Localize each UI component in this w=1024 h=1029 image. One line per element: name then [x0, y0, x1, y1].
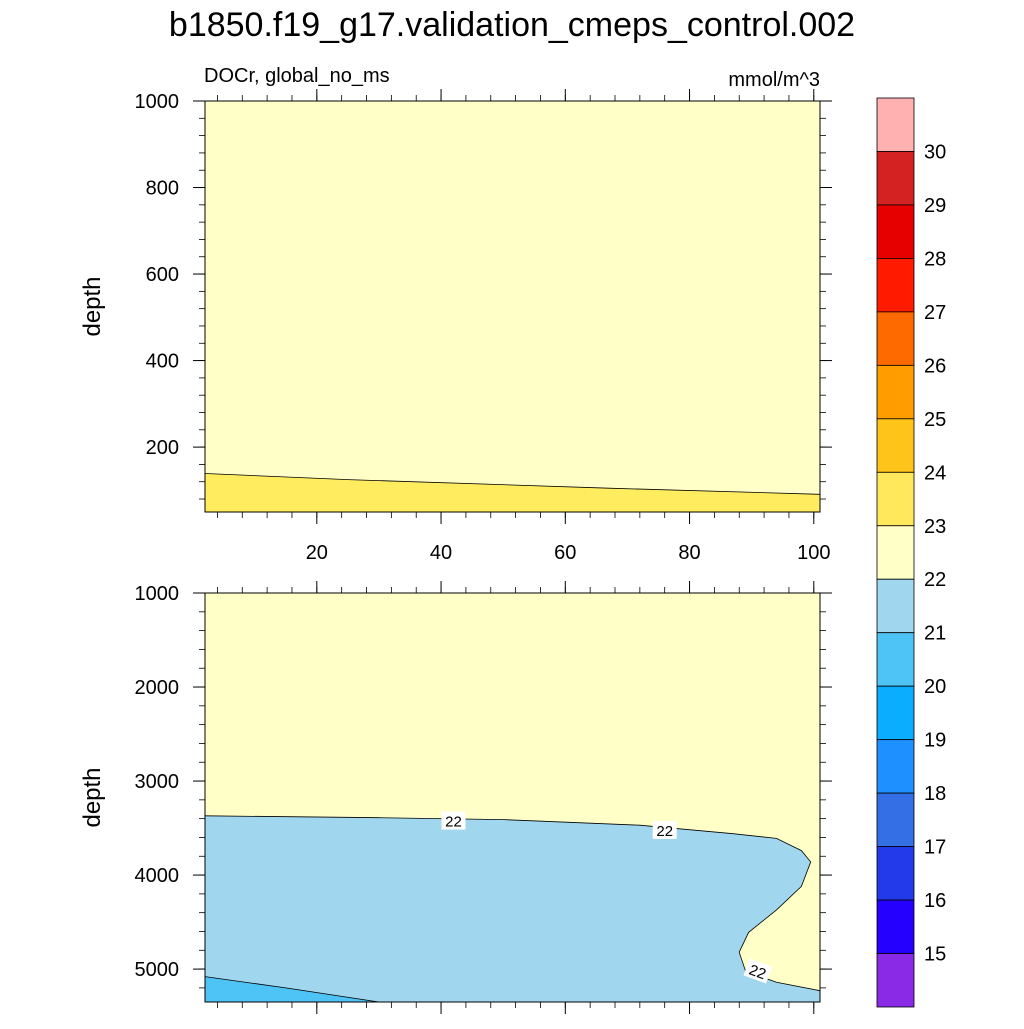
colorbar-label: 24 — [924, 462, 946, 484]
upper-ytick-label: 1000 — [135, 91, 180, 113]
upper-frame — [204, 100, 821, 513]
colorbar-swatch-12 — [876, 311, 915, 366]
colorbar-swatch-3 — [876, 792, 915, 847]
lower-frame — [204, 592, 821, 1003]
lower-ytick-label: 5000 — [135, 959, 180, 981]
upper-ytick-label: 200 — [146, 437, 179, 459]
colorbar-label: 25 — [924, 409, 946, 431]
lower-ytick-label: 3000 — [135, 771, 180, 793]
colorbar-swatch-16 — [876, 97, 915, 152]
lower-plot-area — [205, 593, 820, 1002]
colorbar-label: 29 — [924, 195, 946, 217]
contour-label-box — [743, 958, 773, 984]
colorbar-swatch-4 — [876, 739, 915, 794]
upper-region-23-24 — [205, 473, 820, 512]
contour-label-box — [441, 811, 466, 830]
contour-label-box — [652, 820, 677, 839]
colorbar: 15 16 17 18 19 20 21 22 23 24 25 26 27 28 29 30 — [876, 97, 946, 1008]
lower-ytick-label: 4000 — [135, 865, 180, 887]
colorbar-swatch-11 — [876, 364, 915, 420]
upper-ylabel: depth — [79, 276, 106, 336]
lower-ytick-label: 1000 — [135, 583, 180, 605]
colorbar-swatch-5 — [876, 685, 915, 741]
lower-contour-label-1: 22 — [652, 820, 677, 840]
colorbar-label: 17 — [924, 837, 946, 859]
colorbar-label: 20 — [924, 676, 946, 698]
upper-xtick-label: 20 — [306, 542, 328, 564]
upper-ytick-label: 400 — [146, 351, 179, 373]
lower-ylabel: depth — [79, 767, 106, 827]
colorbar-label: 18 — [924, 783, 946, 805]
upper-xtick-label: 60 — [554, 542, 576, 564]
colorbar-label: 26 — [924, 355, 946, 377]
colorbar-swatch-9 — [876, 471, 915, 527]
colorbar-label: 27 — [924, 302, 946, 324]
upper-xtick-label: 80 — [678, 542, 700, 564]
contour-label-text: 22 — [747, 962, 768, 984]
contour-label-text: 22 — [656, 823, 673, 840]
units-label: mmol/m^3 — [728, 69, 820, 91]
contour-label-text: 22 — [445, 814, 462, 831]
colorbar-swatch-2 — [876, 846, 915, 901]
upper-contour-line-23 — [205, 473, 820, 495]
colorbar-label: 16 — [924, 890, 946, 912]
colorbar-label: 15 — [924, 944, 946, 966]
colorbar-swatch-0 — [876, 953, 915, 1008]
colorbar-swatch-14 — [876, 204, 915, 259]
upper-xtick-label: 100 — [797, 542, 830, 564]
colorbar-label: 23 — [924, 516, 946, 538]
colorbar-label: 19 — [924, 730, 946, 752]
colorbar-swatch-8 — [876, 525, 915, 580]
colorbar-label: 22 — [924, 569, 946, 591]
upper-ytick-label: 800 — [146, 178, 179, 200]
colorbar-swatch-13 — [876, 258, 915, 313]
upper-panel: 20 40 60 80 100 200 400 600 800 1000 depth — [79, 89, 832, 564]
lower-contour-label-0: 22 — [441, 811, 466, 831]
upper-plot-area — [205, 101, 820, 512]
lower-panel: 22 22 22 1000 2000 3000 4000 5000 depth — [79, 581, 832, 1014]
lower-contour-label-2: 22 — [743, 958, 773, 984]
colorbar-swatch-1 — [876, 899, 915, 954]
lower-contour-line-21 — [205, 976, 379, 1002]
colorbar-label: 30 — [924, 141, 946, 163]
lower-region-21-22 — [205, 815, 820, 1002]
figure-title: b1850.f19_g17.validation_cmeps_control.0… — [169, 6, 855, 44]
upper-region-22-23 — [205, 101, 820, 512]
variable-label: DOCr, global_no_ms — [204, 65, 390, 87]
upper-ytick-label: 600 — [146, 264, 179, 286]
colorbar-label: 21 — [924, 623, 946, 645]
upper-xtick-label: 40 — [430, 542, 452, 564]
colorbar-swatch-6 — [876, 632, 915, 687]
colorbar-swatch-15 — [876, 151, 915, 206]
lower-contour-line-22 — [205, 815, 820, 992]
colorbar-swatch-10 — [876, 418, 915, 473]
colorbar-swatch-7 — [876, 578, 915, 634]
colorbar-label: 28 — [924, 248, 946, 270]
lower-ytick-label: 2000 — [135, 677, 180, 699]
